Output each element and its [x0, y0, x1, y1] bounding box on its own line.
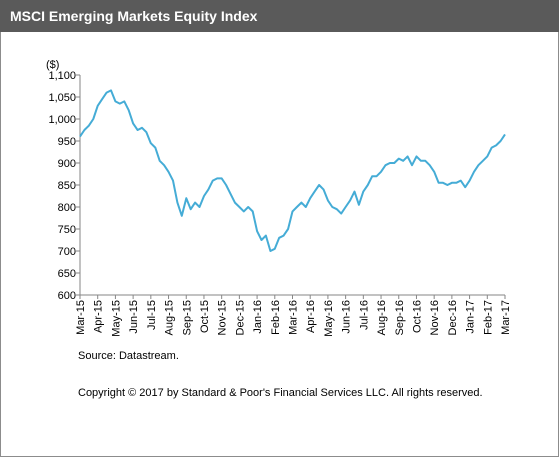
y-tick-label: 1,000 — [48, 114, 76, 126]
source: Source: Datastream. — [78, 350, 179, 362]
x-tick-label: Feb-16 — [270, 300, 282, 335]
x-tick-label: Jul-15 — [146, 300, 158, 330]
header — [0, 0, 559, 32]
x-tick-label: Mar-16 — [288, 300, 300, 335]
x-tick-label: Jan-17 — [465, 300, 477, 334]
y-tick-label: 900 — [58, 158, 76, 170]
y-tick-label: 1,050 — [48, 92, 76, 104]
copyright: Copyright © 2017 by Standard & Poor's Fi… — [78, 387, 483, 399]
x-tick-label: Nov-16 — [429, 300, 441, 335]
y-tick-label: 750 — [58, 224, 76, 236]
y-axis-label: ($) — [46, 59, 59, 71]
y-tick-label: 950 — [58, 136, 76, 148]
x-tick-label: Feb-17 — [482, 300, 494, 335]
x-tick-label: Oct-15 — [199, 300, 211, 333]
x-tick-label: Jan-16 — [252, 300, 264, 334]
x-tick-label: Dec-15 — [234, 300, 246, 335]
data-line — [79, 89, 506, 252]
y-tick-label: 700 — [58, 246, 76, 258]
x-tick-label: Jun-15 — [128, 300, 140, 334]
x-tick-label: Jun-16 — [341, 300, 353, 334]
x-tick-label: Mar-17 — [500, 300, 512, 335]
y-tick-label: 850 — [58, 180, 76, 192]
x-tick-label: Aug-15 — [164, 300, 176, 335]
x-tick-label: Mar-15 — [75, 300, 87, 335]
x-tick-label: Nov-15 — [217, 300, 229, 335]
x-tick-label: Sep-15 — [181, 300, 193, 335]
x-tick-label: May-16 — [323, 300, 335, 337]
x-tick-label: Aug-16 — [376, 300, 388, 335]
y-tick-label: 650 — [58, 268, 76, 280]
x-tick-label: Apr-15 — [93, 300, 105, 333]
x-tick-label: Sep-16 — [394, 300, 406, 335]
y-tick-label: 1,100 — [48, 70, 76, 82]
y-tick-label: 600 — [58, 290, 76, 302]
x-tick-label: May-15 — [110, 300, 122, 337]
y-tick-label: 800 — [58, 202, 76, 214]
chart-title: MSCI Emerging Markets Equity Index — [10, 8, 258, 24]
x-tick-label: Apr-16 — [305, 300, 317, 333]
x-tick-label: Dec-16 — [447, 300, 459, 335]
x-tick-label: Jul-16 — [358, 300, 370, 330]
x-tick-label: Oct-16 — [411, 300, 423, 333]
